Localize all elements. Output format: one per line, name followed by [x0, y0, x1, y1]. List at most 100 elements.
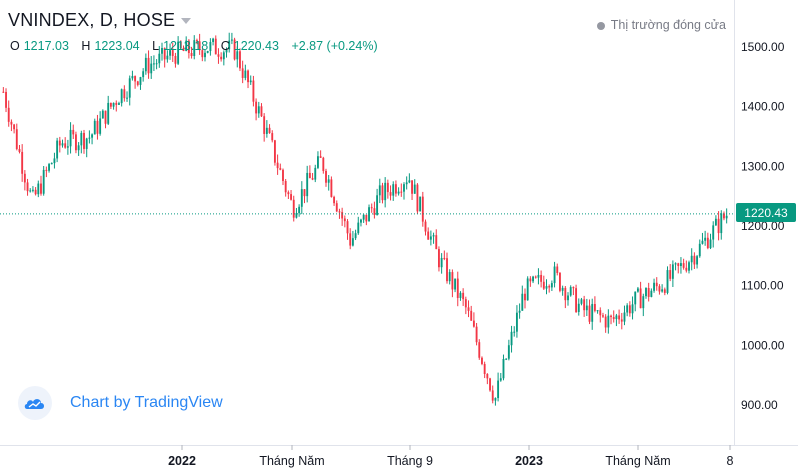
- candle-body: [252, 80, 255, 102]
- candle-body: [311, 178, 314, 180]
- price-axis[interactable]: 900.00 1000.00 1100.00 1200.00 1300.00 1400.0…: [741, 40, 785, 412]
- candle-body: [696, 256, 699, 265]
- candle-body: [384, 182, 387, 201]
- candle-body: [126, 97, 128, 99]
- candle-body: [685, 267, 688, 271]
- candle-body: [177, 41, 180, 64]
- candle-body: [61, 143, 64, 146]
- watermark-text: Chart by TradingView: [70, 394, 223, 411]
- candle-body: [690, 255, 693, 263]
- candle-body: [2, 91, 5, 93]
- candle-body: [472, 320, 475, 327]
- candle-body: [150, 63, 153, 74]
- candle-body: [373, 208, 376, 215]
- candle-body: [481, 357, 483, 364]
- candle-body: [645, 288, 647, 297]
- candle-body: [376, 195, 379, 215]
- candle-body: [53, 158, 56, 164]
- chevron-down-icon[interactable]: [181, 18, 192, 25]
- candle-body: [548, 286, 551, 288]
- candle-body: [553, 266, 556, 284]
- candle-body: [85, 138, 88, 149]
- candle-body: [341, 212, 344, 219]
- candle-body: [669, 270, 672, 279]
- candle-body: [212, 38, 215, 42]
- candle-body: [158, 53, 161, 64]
- candle-body: [37, 183, 40, 195]
- x-tick-label: Tháng Năm: [605, 454, 670, 468]
- candle-body: [682, 263, 685, 268]
- candle-body: [23, 173, 26, 183]
- candle-body: [45, 169, 48, 171]
- candle-body: [674, 263, 677, 265]
- candle-body: [448, 272, 451, 282]
- candle-body: [470, 310, 473, 321]
- candle-body: [161, 48, 163, 54]
- candle-body: [50, 163, 53, 165]
- candle-body: [618, 315, 621, 320]
- symbol-title[interactable]: VNINDEX, D, HOSE: [8, 10, 192, 31]
- candle-body: [220, 56, 223, 60]
- candle-body: [333, 196, 336, 204]
- candle-body: [631, 304, 634, 314]
- candle-body: [408, 180, 411, 183]
- candle-body: [233, 39, 236, 60]
- candle-body: [628, 305, 631, 314]
- candle-body: [284, 181, 287, 193]
- tradingview-watermark[interactable]: Chart by TradingView: [18, 386, 223, 420]
- candle-body: [244, 70, 247, 78]
- candle-body: [381, 185, 384, 201]
- candle-body: [42, 169, 45, 194]
- candle-body: [626, 305, 629, 313]
- candle-body: [403, 184, 405, 192]
- tradingview-cloud-icon: [18, 386, 52, 420]
- candle-body: [249, 80, 252, 83]
- candle-body: [666, 270, 669, 293]
- candle-body: [101, 110, 104, 119]
- candle-body: [343, 218, 346, 222]
- candle-body: [171, 50, 174, 56]
- ohlc-legend: O 1217.03 H 1223.04 L 1213.18 C 1220.43 +2.8…: [10, 39, 387, 53]
- candle-body: [128, 78, 131, 98]
- time-axis[interactable]: 2022 Tháng Năm Tháng 9 2023 Tháng Năm 8: [0, 445, 798, 468]
- candle-body: [569, 287, 572, 296]
- candle-body: [357, 222, 360, 234]
- candle-body: [142, 71, 145, 78]
- candle-body: [317, 156, 319, 168]
- candle-body: [642, 296, 645, 309]
- candle-body: [134, 76, 137, 82]
- candle-body: [451, 272, 454, 290]
- candle-body: [118, 103, 120, 105]
- candle-body: [346, 221, 349, 234]
- ohlc-high-key: H: [81, 39, 91, 53]
- candle-body: [190, 53, 193, 57]
- candle-body: [424, 221, 427, 232]
- candle-body: [204, 52, 206, 58]
- candle-body: [365, 214, 368, 222]
- candle-body: [198, 41, 201, 51]
- candle-body: [454, 278, 457, 290]
- candle-body: [96, 120, 99, 134]
- candle-body: [591, 304, 594, 322]
- candle-body: [104, 110, 107, 124]
- candle-body: [537, 274, 540, 278]
- y-tick-label: 1400.00: [741, 100, 785, 114]
- ohlc-low-value: 1213.18: [163, 39, 209, 53]
- candle-body: [18, 149, 21, 152]
- candle-body: [56, 140, 59, 159]
- candle-body: [330, 179, 333, 197]
- candle-body: [612, 317, 615, 320]
- y-tick-label: 1200.00: [741, 219, 785, 233]
- candle-body: [529, 278, 532, 282]
- candle-body: [392, 184, 395, 196]
- candle-body: [206, 51, 209, 53]
- candle-body: [540, 274, 543, 282]
- candle-body: [298, 206, 301, 214]
- candle-body: [435, 235, 438, 250]
- candle-body: [325, 170, 327, 183]
- candle-body: [209, 41, 212, 52]
- candle-body: [120, 89, 123, 104]
- candle-body: [489, 378, 491, 391]
